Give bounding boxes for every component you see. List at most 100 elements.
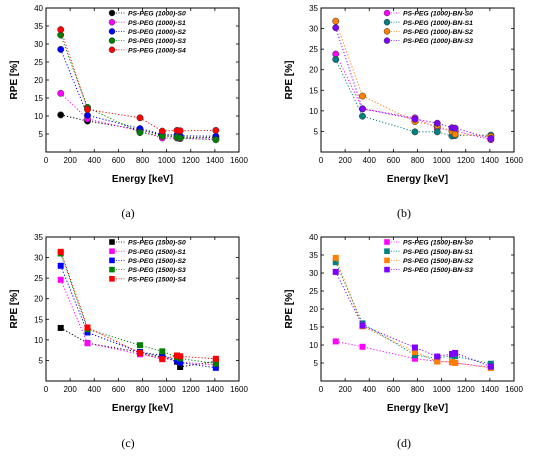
data-point-ps-peg-1500-bn-s0: [411, 355, 418, 362]
x-tick-label: 1400: [481, 156, 499, 165]
legend-label: PS-PEG (1000)-BN-S0: [403, 11, 473, 18]
legend-marker: [109, 239, 115, 245]
x-tick-label: 600: [112, 385, 126, 394]
y-axis-label: RPE [%]: [9, 290, 20, 329]
x-tick-label: 1200: [182, 385, 200, 394]
y-tick-label: 5: [314, 127, 319, 136]
panel-d: 0 200 400 600 800 1000 1200 1400 1600 5 10 15 20 25 30…: [275, 229, 550, 458]
x-tick-label: 200: [338, 385, 352, 394]
legend-label: PS-PEG (1000)-BN-S1: [403, 20, 473, 27]
legend-label: PS-PEG (1000)-S4: [128, 47, 186, 54]
x-tick-label: 1400: [206, 385, 224, 394]
data-point-ps-peg-1500-s4: [173, 352, 180, 359]
legend-label: PS-PEG (1500)-BN-S3: [403, 267, 473, 274]
data-point-ps-peg-1000-bn-s3: [487, 134, 495, 142]
x-tick-label: 400: [363, 385, 377, 394]
data-point-ps-peg-1500-s4: [84, 324, 91, 331]
data-point-ps-peg-1500-bn-s2: [411, 349, 418, 356]
x-axis-label: Energy [keV]: [112, 174, 173, 185]
data-point-ps-peg-1000-s0: [57, 111, 65, 119]
data-point-ps-peg-1000-bn-s2: [451, 130, 459, 138]
legend-label: PS-PEG (1000)-BN-S3: [403, 38, 473, 45]
data-point-ps-peg-1500-bn-s3: [411, 344, 418, 351]
panel-b: 0 200 400 600 800 1000 1200 1400 1600 5 10 15 20 25 30…: [275, 0, 550, 229]
y-tick-label: 25: [309, 45, 318, 54]
chart-b: 0 200 400 600 800 1000 1200 1400 1600 5 10 15 20 25 30…: [284, 4, 523, 185]
y-tick-label: 10: [34, 112, 43, 121]
legend-marker: [109, 276, 115, 282]
data-point-ps-peg-1000-s1: [57, 89, 65, 97]
chart-d: 0 200 400 600 800 1000 1200 1400 1600 5 10 15 20 25 30…: [284, 233, 523, 414]
y-tick-label: 25: [34, 58, 43, 67]
y-tick-label: 10: [34, 336, 43, 345]
legend-marker: [108, 28, 116, 35]
data-point-ps-peg-1500-bn-s2: [448, 358, 455, 365]
data-point-ps-peg-1500-s4: [159, 356, 166, 363]
y-tick-label: 30: [34, 254, 43, 263]
series-line-ps-peg-1000-s2: [60, 49, 216, 137]
x-tick-label: 0: [319, 385, 324, 394]
data-point-ps-peg-1000-s2: [57, 45, 65, 53]
data-point-ps-peg-1500-bn-s2: [452, 360, 459, 366]
data-point-ps-peg-1500-s1: [57, 276, 64, 283]
x-tick-label: 1000: [158, 385, 176, 394]
x-axis-label: Energy [keV]: [387, 174, 448, 185]
y-tick-label: 15: [309, 86, 318, 95]
data-point-ps-peg-1500-bn-s1: [332, 259, 339, 266]
data-point-ps-peg-1500-bn-s3: [487, 363, 494, 370]
x-tick-label: 200: [338, 156, 352, 165]
x-tick-label: 0: [44, 385, 49, 394]
data-point-ps-peg-1000-s3: [136, 129, 144, 137]
caption-b: (b): [397, 206, 411, 220]
data-point-ps-peg-1000-s4: [136, 114, 144, 122]
data-point-ps-peg-1500-bn-s1: [452, 353, 459, 360]
y-tick-label: 10: [309, 107, 318, 116]
y-tick-label: 10: [309, 341, 318, 350]
data-point-ps-peg-1500-bn-s3: [452, 349, 459, 356]
legend-label: PS-PEG (1500)-S4: [128, 276, 186, 283]
x-tick-label: 200: [63, 156, 77, 165]
y-tick-label: 35: [309, 4, 318, 13]
data-point-ps-peg-1000-bn-s2: [332, 17, 340, 25]
x-tick-label: 800: [136, 385, 150, 394]
legend-marker: [108, 46, 116, 54]
legend-marker: [383, 28, 391, 35]
legend-marker: [384, 239, 390, 245]
data-point-ps-peg-1000-s4: [176, 127, 184, 135]
x-tick-label: 400: [88, 385, 102, 394]
data-point-ps-peg-1500-s4: [57, 248, 64, 255]
y-tick-label: 30: [309, 25, 318, 34]
panel-a: 0 200 400 600 800 1000 1200 1400 1600 5 10 15 20 25 30…: [0, 0, 275, 229]
data-point-ps-peg-1500-bn-s3: [359, 322, 366, 329]
data-point-ps-peg-1500-s0: [57, 324, 64, 331]
x-tick-label: 200: [63, 385, 77, 394]
data-point-ps-peg-1000-s4: [212, 126, 220, 134]
legend-marker: [108, 9, 116, 17]
data-point-ps-peg-1500-s2: [173, 357, 180, 364]
data-point-ps-peg-1500-s3: [212, 360, 219, 367]
data-point-ps-peg-1500-s4: [136, 350, 143, 357]
y-tick-label: 15: [34, 94, 43, 103]
caption-a: (a): [121, 206, 135, 220]
legend-marker: [384, 257, 390, 264]
data-point-ps-peg-1000-bn-s3: [411, 115, 419, 123]
x-axis-label: Energy [keV]: [112, 403, 173, 414]
y-axis-label: RPE [%]: [284, 61, 295, 100]
y-tick-label: 35: [34, 22, 43, 31]
data-point-ps-peg-1000-bn-s1: [359, 112, 366, 120]
caption-d: (d): [397, 436, 411, 450]
data-point-ps-peg-1500-s1: [84, 340, 91, 347]
legend-label: PS-PEG (1500)-S3: [128, 267, 186, 274]
legend-marker: [383, 9, 391, 17]
data-point-ps-peg-1500-s2: [212, 364, 219, 371]
x-tick-label: 800: [411, 385, 425, 394]
y-tick-label: 5: [39, 130, 44, 139]
legend-marker: [109, 266, 115, 273]
legend-label: PS-PEG (1000)-S3: [128, 38, 186, 45]
caption-c: (c): [121, 436, 135, 450]
x-tick-label: 600: [387, 156, 401, 165]
series-line-ps-peg-1000-bn-s0: [335, 53, 491, 141]
data-point-ps-peg-1000-s4: [158, 127, 166, 135]
x-tick-label: 1600: [230, 385, 248, 394]
x-tick-label: 1600: [505, 156, 523, 165]
